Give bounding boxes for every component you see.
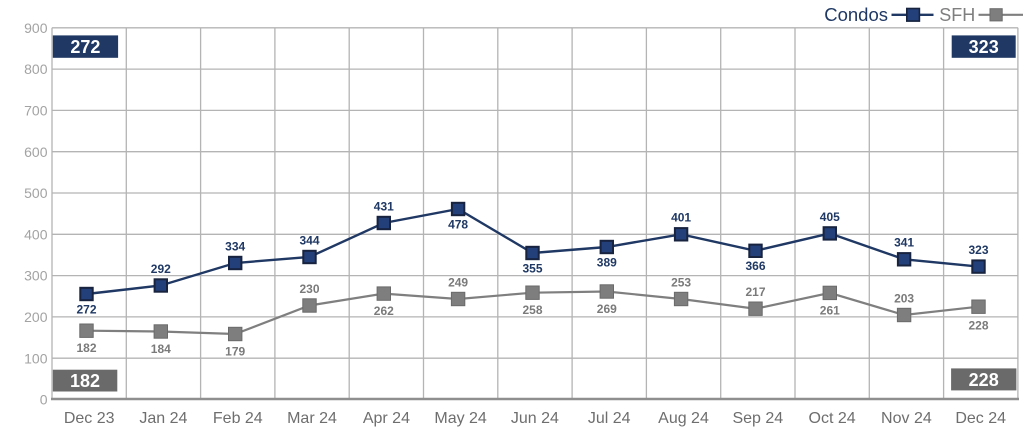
svg-text:272: 272 [76,302,96,316]
svg-text:Feb 24: Feb 24 [213,410,263,427]
svg-text:184: 184 [151,342,171,356]
svg-text:217: 217 [745,285,765,299]
svg-text:355: 355 [522,261,542,275]
svg-text:900: 900 [24,20,48,36]
svg-text:Dec 23: Dec 23 [64,410,115,427]
svg-text:292: 292 [151,262,171,276]
svg-text:405: 405 [820,210,840,224]
svg-text:500: 500 [24,185,48,201]
svg-text:Aug 24: Aug 24 [658,410,709,427]
svg-text:431: 431 [374,199,394,213]
svg-text:182: 182 [76,341,96,355]
svg-text:600: 600 [24,144,48,160]
svg-text:May 24: May 24 [434,410,487,427]
svg-text:253: 253 [671,275,691,289]
svg-text:400: 400 [24,226,48,242]
svg-text:401: 401 [671,211,691,225]
svg-text:258: 258 [522,303,542,317]
svg-text:179: 179 [225,344,245,358]
svg-text:228: 228 [968,319,988,333]
svg-text:249: 249 [448,275,468,289]
svg-text:300: 300 [24,268,48,284]
svg-text:200: 200 [24,309,48,325]
svg-text:Mar 24: Mar 24 [287,410,337,427]
svg-text:334: 334 [225,239,245,253]
svg-text:Apr 24: Apr 24 [363,410,410,427]
svg-text:100: 100 [24,350,48,366]
svg-text:230: 230 [299,282,319,296]
svg-text:344: 344 [299,233,319,247]
svg-text:SFH: SFH [939,5,975,25]
svg-text:478: 478 [448,217,468,231]
svg-text:Sep 24: Sep 24 [732,410,783,427]
svg-text:Nov 24: Nov 24 [881,410,932,427]
svg-text:182: 182 [70,371,100,391]
svg-text:800: 800 [24,61,48,77]
svg-text:323: 323 [969,37,999,57]
svg-text:0: 0 [40,392,48,408]
svg-text:Oct 24: Oct 24 [809,410,856,427]
svg-text:Dec 24: Dec 24 [955,410,1006,427]
svg-text:Condos: Condos [824,4,888,25]
svg-text:228: 228 [969,370,999,390]
svg-text:272: 272 [70,37,100,57]
svg-text:700: 700 [24,103,48,119]
svg-text:269: 269 [597,302,617,316]
svg-text:323: 323 [968,243,988,257]
svg-text:Jun 24: Jun 24 [511,410,559,427]
svg-text:366: 366 [745,259,765,273]
svg-text:Jan 24: Jan 24 [139,410,187,427]
svg-text:341: 341 [894,236,914,250]
svg-text:389: 389 [597,255,617,269]
svg-text:203: 203 [894,291,914,305]
svg-text:262: 262 [374,304,394,318]
svg-text:261: 261 [820,303,840,317]
svg-text:Jul 24: Jul 24 [588,410,631,427]
